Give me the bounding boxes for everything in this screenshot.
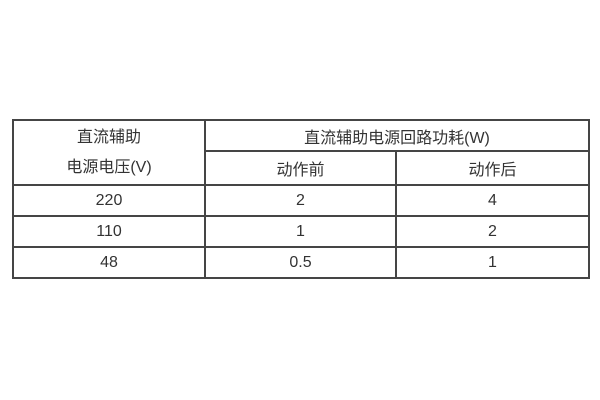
before-value: 2 [204,184,397,217]
table-row: 110 1 2 [12,215,591,248]
after-value: 4 [394,184,591,217]
voltage-value: 48 [12,246,206,279]
after-value: 2 [394,215,591,248]
voltage-column-header: 直流辅助 电源电压(V) [12,119,206,186]
power-consumption-table: 直流辅助 电源电压(V) 直流辅助电源回路功耗(W) 动作前 动作后 220 2… [12,119,591,279]
voltage-value: 220 [12,184,206,217]
before-value: 1 [204,215,397,248]
power-consumption-header: 直流辅助电源回路功耗(W) [203,119,591,152]
after-value: 1 [394,246,591,279]
table-row: 220 2 4 [12,184,591,217]
table-row: 48 0.5 1 [12,246,591,279]
voltage-header-line2: 电源电压(V) [66,158,152,176]
after-action-header: 动作后 [394,150,591,186]
voltage-header-line1: 直流辅助 [76,128,141,146]
header-row-1: 直流辅助 电源电压(V) 直流辅助电源回路功耗(W) [12,119,591,186]
before-action-header: 动作前 [204,150,397,186]
voltage-value: 110 [12,215,206,248]
before-value: 0.5 [204,246,397,279]
header-row-2: 动作前 动作后 [13,150,591,186]
spec-table: 直流辅助 电源电压(V) 直流辅助电源回路功耗(W) 动作前 动作后 220 2… [12,119,591,279]
